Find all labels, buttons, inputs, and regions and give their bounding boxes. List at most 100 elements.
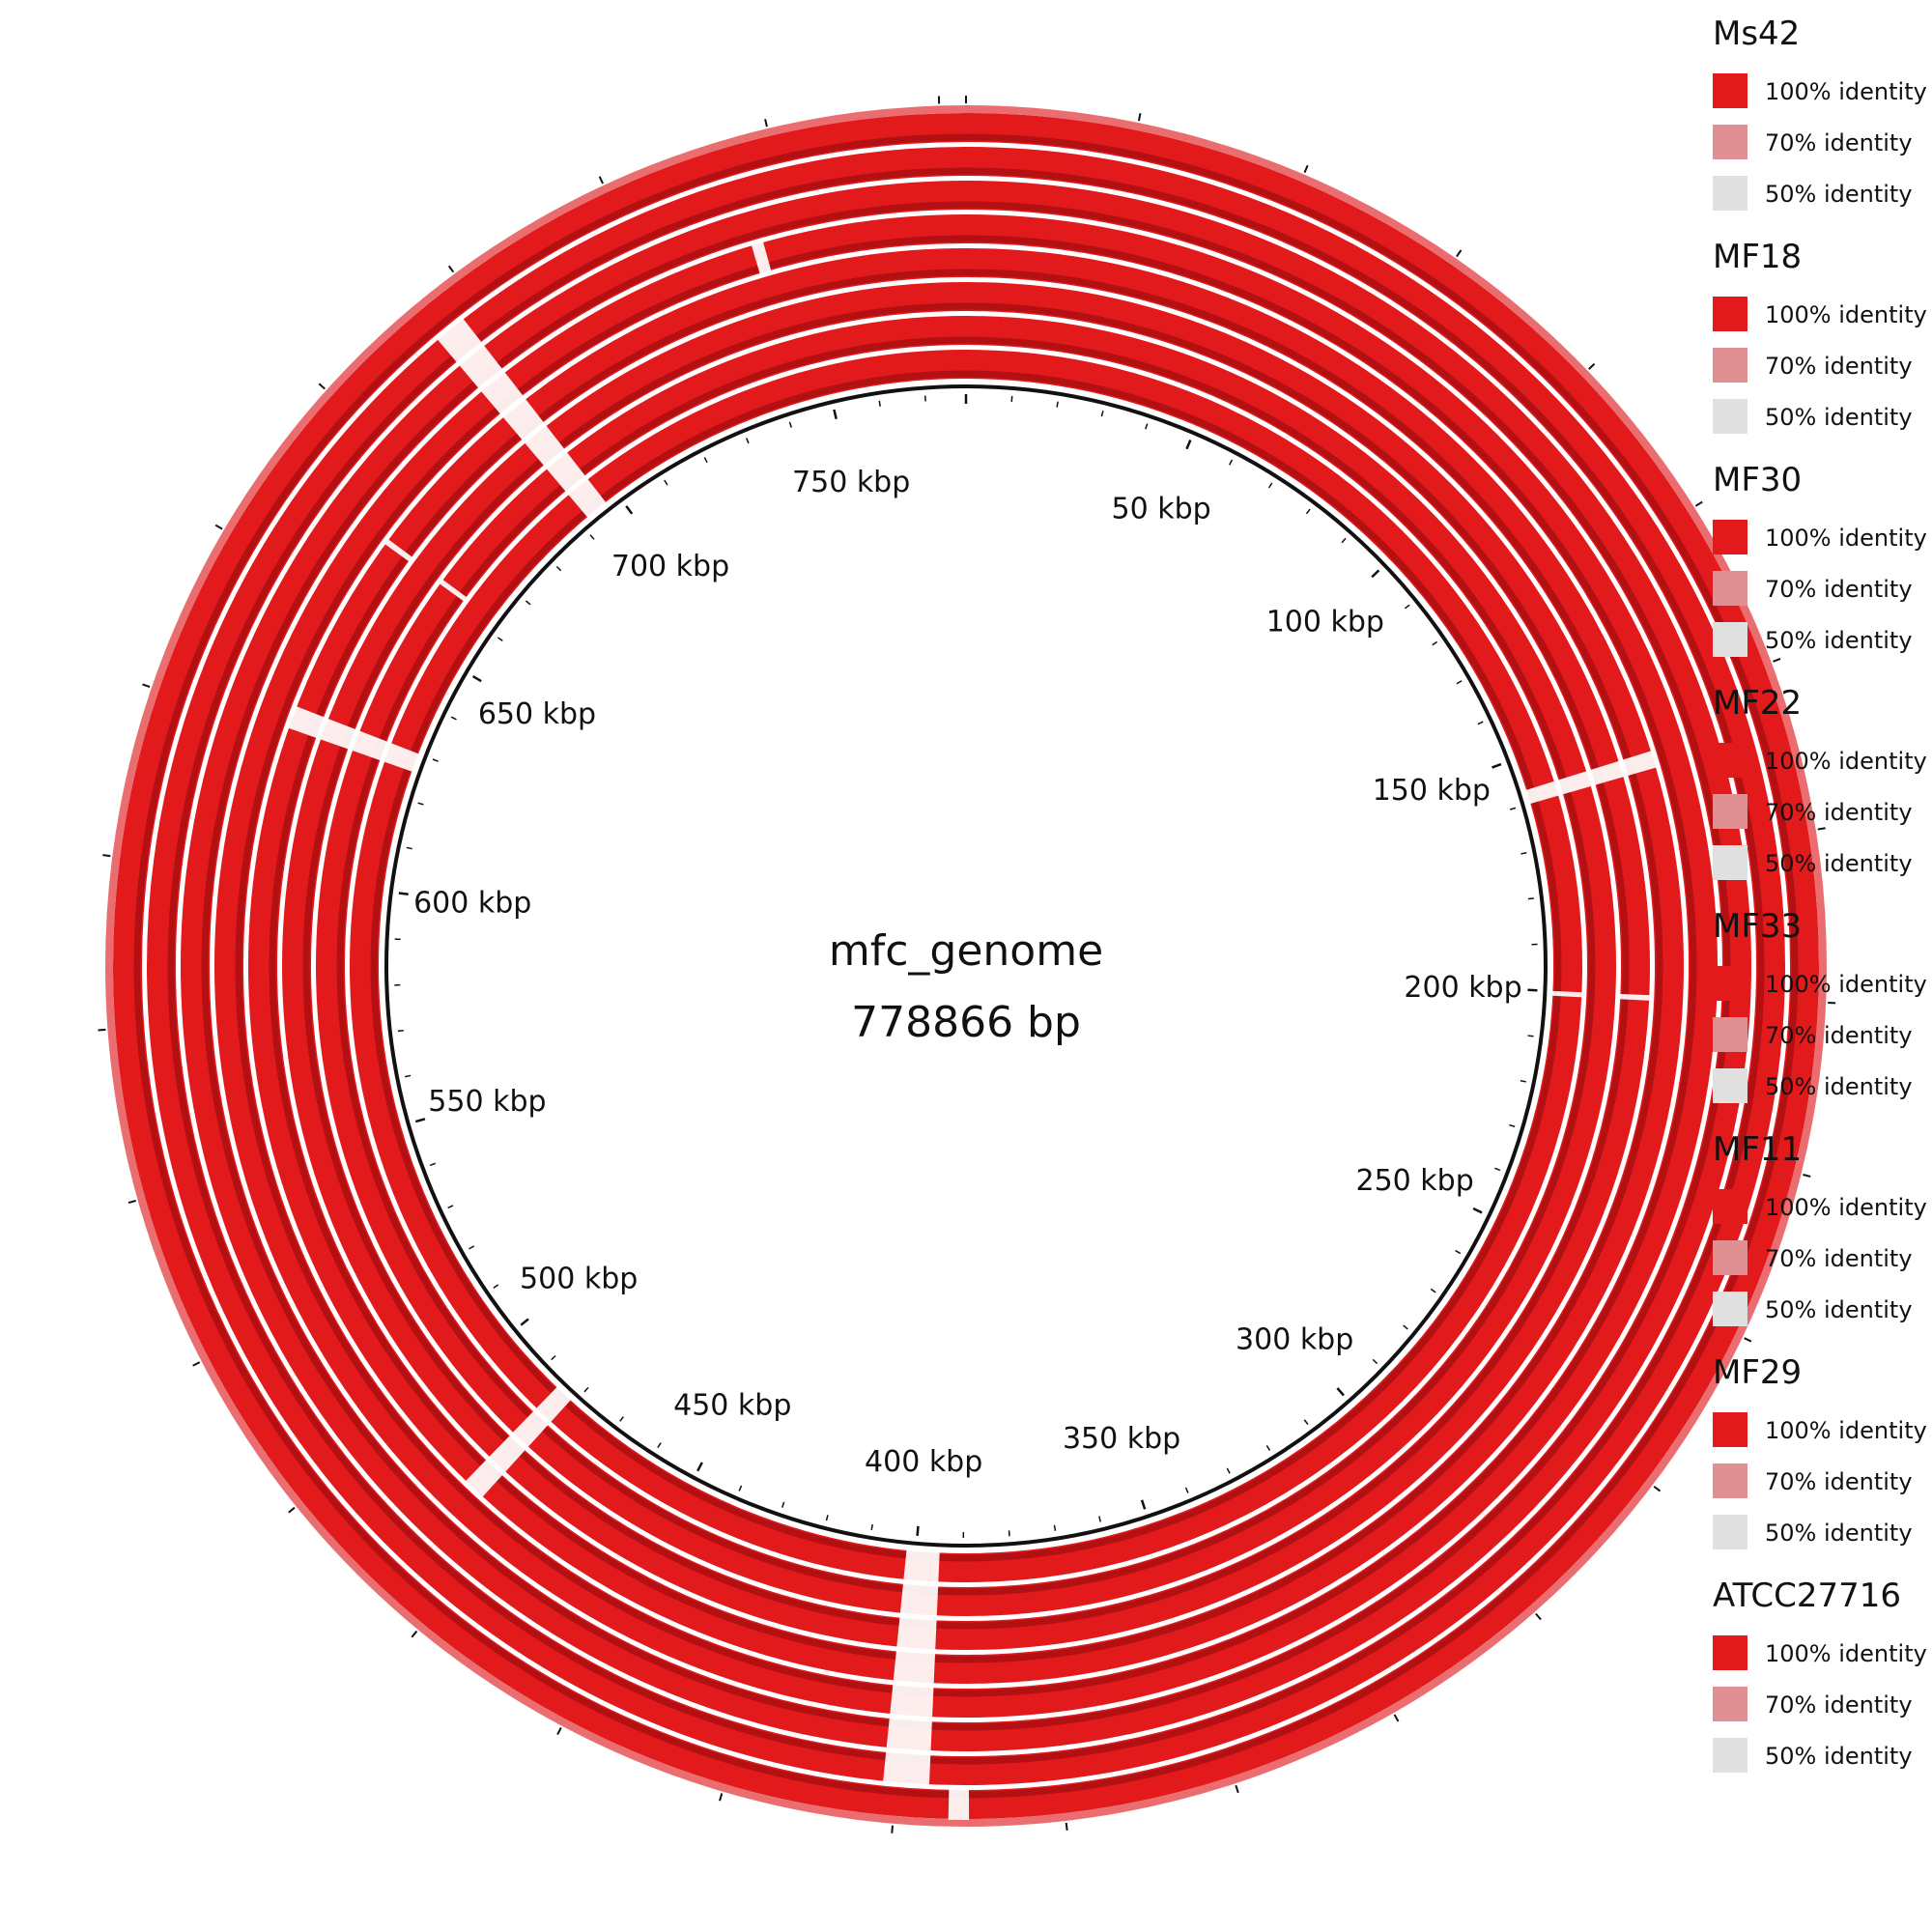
outer-tick xyxy=(891,1825,894,1833)
gap-segment-27 xyxy=(1589,760,1625,785)
inner-tick xyxy=(414,1118,426,1123)
legend-label: 70% identity xyxy=(1765,1691,1913,1719)
inner-tick xyxy=(1226,1467,1231,1474)
position-label: 750 kbp xyxy=(792,466,910,499)
outer-tick xyxy=(1137,113,1142,122)
gap-segment-24 xyxy=(948,1788,970,1821)
legend-swatch xyxy=(1713,176,1747,211)
inner-tick xyxy=(520,1318,529,1326)
gap-segment-13 xyxy=(535,1386,572,1423)
inner-tick xyxy=(447,1205,454,1209)
inner-tick xyxy=(664,479,668,486)
inner-tick xyxy=(471,675,482,683)
legend-swatch xyxy=(1713,399,1747,434)
inner-tick xyxy=(1140,1499,1147,1510)
inner-tick xyxy=(450,716,457,721)
outer-tick xyxy=(1653,1485,1662,1492)
legend-swatch xyxy=(1713,1635,1747,1670)
gap-segment-15 xyxy=(488,1435,526,1473)
outer-tick xyxy=(1535,1612,1542,1621)
legend-swatch xyxy=(1713,73,1747,108)
inner-tick xyxy=(1494,1167,1501,1172)
identity-ring-shade-2 xyxy=(336,336,1596,1596)
legend-swatch xyxy=(1713,1463,1747,1498)
position-label: 350 kbp xyxy=(1063,1422,1180,1456)
legend-swatch xyxy=(1713,794,1747,829)
inner-tick xyxy=(1477,721,1484,725)
position-label: 50 kbp xyxy=(1112,492,1211,526)
identity-ring-shade-4 xyxy=(269,269,1663,1663)
inner-tick xyxy=(788,421,792,428)
inner-tick xyxy=(1472,1207,1483,1214)
outer-tick xyxy=(214,524,223,530)
inner-tick xyxy=(1455,1249,1462,1255)
gap-segment-2 xyxy=(546,451,586,493)
inner-tick xyxy=(738,1485,743,1492)
inner-tick xyxy=(1432,640,1438,646)
legend-swatch xyxy=(1713,1240,1747,1275)
gap-segment-9 xyxy=(384,742,420,772)
identity-ring-shade-7 xyxy=(167,167,1765,1765)
legend-label: 70% identity xyxy=(1765,353,1913,380)
position-label: 550 kbp xyxy=(428,1085,546,1119)
position-label: 300 kbp xyxy=(1236,1323,1353,1357)
position-label: 700 kbp xyxy=(611,550,729,583)
genome-name: mfc_genome xyxy=(829,926,1103,976)
outer-tick xyxy=(1773,658,1781,663)
outer-tick xyxy=(1744,1337,1752,1343)
position-label: 650 kbp xyxy=(478,697,596,731)
legend-swatch xyxy=(1713,520,1747,554)
identity-ring-shade-1 xyxy=(370,370,1562,1562)
outer-tick xyxy=(1803,1174,1811,1178)
legend-label: 70% identity xyxy=(1765,576,1913,603)
inner-tick xyxy=(696,1462,703,1472)
position-labels: 50 kbp 100 kbp 150 kbp 200 kbp 250 kbp 300 kb… xyxy=(413,466,1522,1479)
gap-segment-19 xyxy=(896,1616,937,1651)
legend-title: MF33 xyxy=(1713,907,1802,946)
inner-tick xyxy=(493,1284,499,1289)
gap-segment-16 xyxy=(465,1459,503,1498)
gap-segment-17 xyxy=(903,1548,940,1583)
position-label: 450 kbp xyxy=(673,1389,791,1423)
position-label: 400 kbp xyxy=(865,1445,982,1479)
gap-segment-12 xyxy=(288,706,326,739)
position-label: 200 kbp xyxy=(1404,971,1521,1005)
legend-swatch xyxy=(1713,845,1747,880)
inner-tick xyxy=(1527,1035,1534,1037)
inner-tick xyxy=(1520,852,1527,855)
legend-label: 100% identity xyxy=(1765,971,1927,998)
gap-segment-7 xyxy=(437,318,482,363)
gap-segment-31 xyxy=(439,579,468,602)
inner-tick xyxy=(432,758,439,762)
inner-tick xyxy=(417,802,424,806)
position-label: 100 kbp xyxy=(1266,606,1384,639)
identity-ring-1 xyxy=(350,350,1582,1582)
outer-tick xyxy=(1694,500,1703,507)
outer-tick xyxy=(1817,827,1826,831)
gap-segment-1 xyxy=(567,478,607,519)
inner-tick xyxy=(703,457,708,464)
outer-tick xyxy=(556,1727,562,1736)
inner-tick xyxy=(1098,1516,1101,1522)
legend-label: 70% identity xyxy=(1765,129,1913,156)
outer-tick xyxy=(1456,249,1463,258)
gap-segment-29 xyxy=(1551,990,1583,998)
legend-label: 100% identity xyxy=(1765,301,1927,328)
identity-ring-7 xyxy=(147,147,1785,1785)
gap-segment-3 xyxy=(524,425,565,467)
inner-tick xyxy=(525,600,531,606)
legend-swatch xyxy=(1713,1292,1747,1326)
legend-label: 100% identity xyxy=(1765,1417,1927,1444)
inner-tick xyxy=(1403,1324,1408,1330)
gap-segment-5 xyxy=(480,371,524,415)
position-ticks xyxy=(98,96,1836,1833)
inner-tick xyxy=(1145,423,1149,430)
position-label: 150 kbp xyxy=(1373,774,1491,808)
outer-tick xyxy=(598,176,604,185)
inner-tick xyxy=(1267,482,1273,489)
inner-tick xyxy=(916,1525,920,1536)
legend-label: 70% identity xyxy=(1765,1468,1913,1495)
identity-ring-2 xyxy=(316,316,1616,1616)
legend-title: MF18 xyxy=(1713,238,1802,276)
